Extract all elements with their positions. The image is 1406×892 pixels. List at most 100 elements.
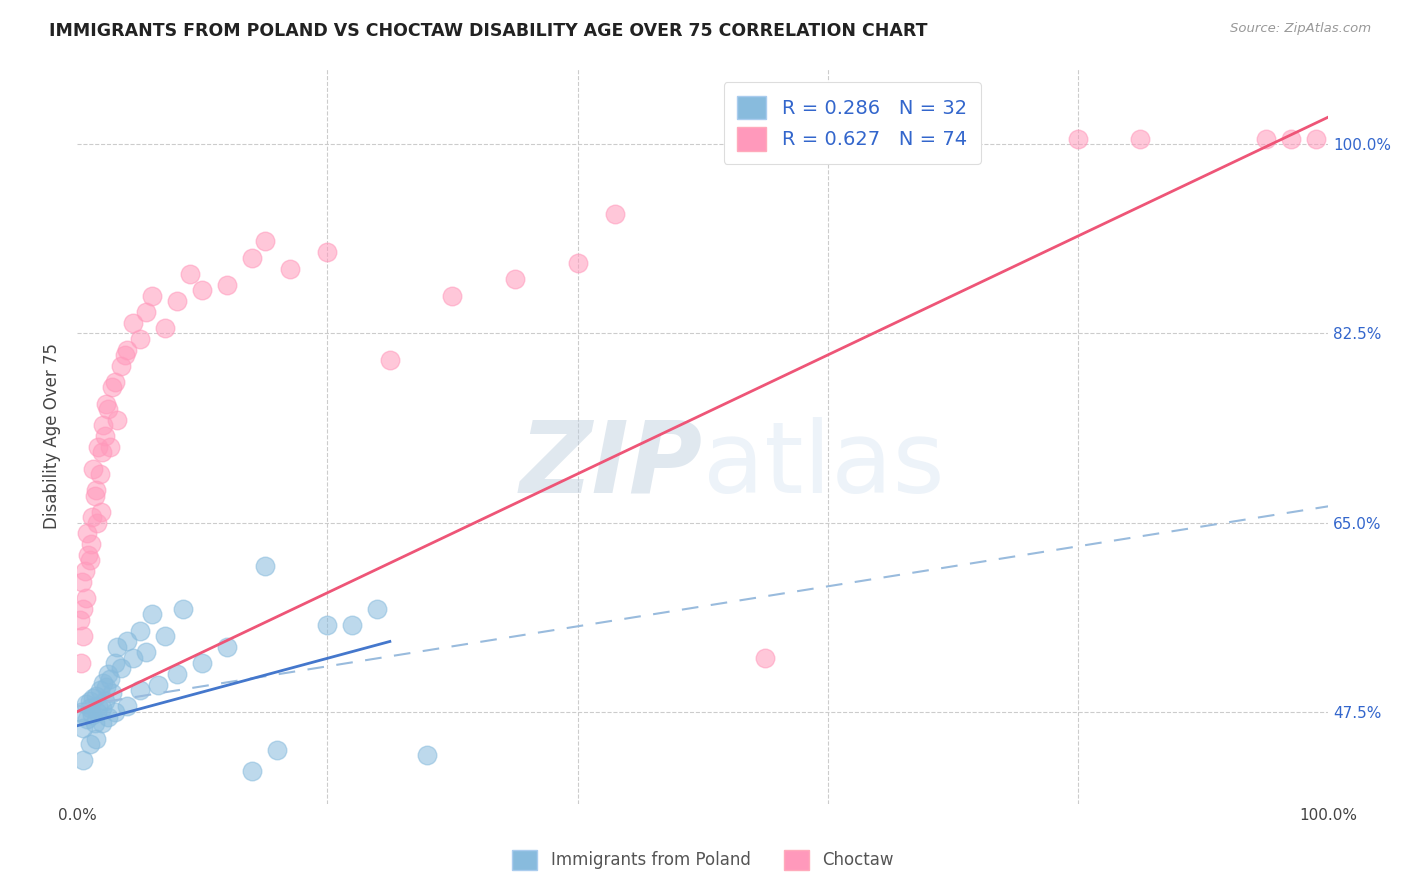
Point bbox=[86, 516, 108, 530]
Point bbox=[842, 132, 865, 146]
Point bbox=[1129, 132, 1152, 146]
Point bbox=[104, 705, 127, 719]
Point bbox=[366, 602, 388, 616]
Point bbox=[82, 690, 104, 705]
Point bbox=[97, 710, 120, 724]
Point bbox=[72, 721, 94, 735]
Point bbox=[148, 678, 170, 692]
Point bbox=[754, 650, 776, 665]
Point bbox=[128, 624, 150, 638]
Point bbox=[141, 288, 163, 302]
Point bbox=[94, 397, 117, 411]
Point bbox=[84, 483, 107, 497]
Point bbox=[97, 666, 120, 681]
Point bbox=[342, 618, 364, 632]
Point bbox=[115, 634, 138, 648]
Point bbox=[91, 701, 114, 715]
Point bbox=[115, 343, 138, 357]
Point bbox=[141, 607, 163, 622]
Point bbox=[191, 283, 214, 297]
Point bbox=[89, 683, 111, 698]
Point bbox=[135, 645, 157, 659]
Point bbox=[114, 348, 136, 362]
Point bbox=[603, 207, 626, 221]
Point bbox=[72, 602, 94, 616]
Point bbox=[101, 686, 124, 700]
Point bbox=[266, 742, 288, 756]
Point bbox=[253, 558, 276, 573]
Point bbox=[72, 753, 94, 767]
Point bbox=[278, 261, 301, 276]
Point bbox=[82, 510, 104, 524]
Point bbox=[98, 440, 121, 454]
Point bbox=[94, 680, 117, 694]
Point bbox=[105, 413, 128, 427]
Point bbox=[416, 747, 439, 762]
Point bbox=[87, 699, 110, 714]
Point bbox=[90, 505, 112, 519]
Point bbox=[79, 701, 101, 715]
Point bbox=[105, 640, 128, 654]
Point bbox=[104, 656, 127, 670]
Text: Source: ZipAtlas.com: Source: ZipAtlas.com bbox=[1230, 22, 1371, 36]
Point bbox=[79, 694, 101, 708]
Text: ZIP: ZIP bbox=[520, 417, 703, 514]
Point bbox=[217, 277, 239, 292]
Point bbox=[240, 764, 263, 779]
Point bbox=[1305, 132, 1327, 146]
Point bbox=[316, 245, 339, 260]
Point bbox=[191, 656, 214, 670]
Point bbox=[72, 629, 94, 643]
Point bbox=[73, 564, 96, 578]
Point bbox=[316, 618, 339, 632]
Point bbox=[172, 602, 194, 616]
Point bbox=[122, 316, 145, 330]
Point bbox=[1279, 132, 1302, 146]
Point bbox=[217, 640, 239, 654]
Point bbox=[76, 712, 98, 726]
Point bbox=[83, 715, 105, 730]
Point bbox=[91, 715, 114, 730]
Y-axis label: Disability Age Over 75: Disability Age Over 75 bbox=[44, 343, 60, 529]
Point bbox=[153, 321, 176, 335]
Point bbox=[93, 429, 115, 443]
Point bbox=[75, 591, 97, 606]
Point bbox=[82, 461, 104, 475]
Text: IMMIGRANTS FROM POLAND VS CHOCTAW DISABILITY AGE OVER 75 CORRELATION CHART: IMMIGRANTS FROM POLAND VS CHOCTAW DISABI… bbox=[49, 22, 928, 40]
Point bbox=[166, 666, 188, 681]
Point bbox=[128, 683, 150, 698]
Point bbox=[135, 304, 157, 318]
Point bbox=[179, 267, 201, 281]
Point bbox=[817, 132, 839, 146]
Point bbox=[69, 613, 91, 627]
Point bbox=[76, 526, 98, 541]
Point bbox=[110, 359, 132, 373]
Point bbox=[79, 737, 101, 751]
Point bbox=[1067, 132, 1090, 146]
Point bbox=[101, 380, 124, 394]
Point bbox=[84, 689, 107, 703]
Point bbox=[82, 708, 104, 723]
Point bbox=[80, 537, 103, 551]
Point bbox=[567, 256, 589, 270]
Legend: R = 0.286   N = 32, R = 0.627   N = 74: R = 0.286 N = 32, R = 0.627 N = 74 bbox=[724, 82, 980, 164]
Point bbox=[87, 440, 110, 454]
Legend: Immigrants from Poland, Choctaw: Immigrants from Poland, Choctaw bbox=[506, 843, 900, 877]
Point bbox=[378, 353, 401, 368]
Point bbox=[83, 489, 105, 503]
Point bbox=[253, 235, 276, 249]
Point bbox=[153, 629, 176, 643]
Point bbox=[70, 574, 93, 589]
Point bbox=[441, 288, 464, 302]
Point bbox=[115, 699, 138, 714]
Point bbox=[70, 656, 93, 670]
Point bbox=[84, 731, 107, 746]
Point bbox=[128, 332, 150, 346]
Point bbox=[104, 375, 127, 389]
Point bbox=[166, 293, 188, 308]
Point bbox=[75, 697, 97, 711]
Point bbox=[77, 548, 100, 562]
Point bbox=[70, 705, 93, 719]
Point bbox=[93, 418, 115, 433]
Point bbox=[89, 467, 111, 481]
